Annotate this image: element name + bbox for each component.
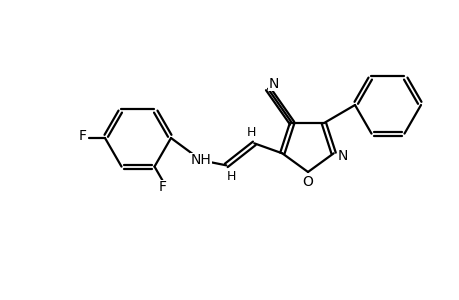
Text: O: O xyxy=(302,175,313,189)
Text: F: F xyxy=(158,180,166,194)
Text: N: N xyxy=(337,149,347,163)
Text: NH: NH xyxy=(190,153,211,167)
Text: H: H xyxy=(226,170,235,183)
Text: H: H xyxy=(246,126,256,139)
Text: F: F xyxy=(79,129,87,143)
Text: N: N xyxy=(268,77,279,91)
